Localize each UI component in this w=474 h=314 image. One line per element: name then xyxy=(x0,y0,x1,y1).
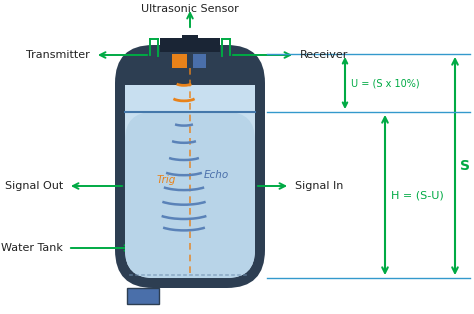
Text: Signal In: Signal In xyxy=(295,181,343,191)
Text: S: S xyxy=(460,159,470,173)
Text: Transmitter: Transmitter xyxy=(26,50,90,60)
Text: U = (S x 10%): U = (S x 10%) xyxy=(351,78,419,88)
Text: Echo: Echo xyxy=(204,170,229,180)
Bar xyxy=(125,85,255,112)
Bar xyxy=(182,35,198,41)
Bar xyxy=(166,45,214,72)
Text: Water Tank: Water Tank xyxy=(1,243,63,253)
Bar xyxy=(193,54,206,68)
Text: Receiver: Receiver xyxy=(300,50,348,60)
Text: H = (S-U): H = (S-U) xyxy=(391,190,444,200)
Text: Trig: Trig xyxy=(156,175,176,185)
FancyBboxPatch shape xyxy=(115,45,265,288)
Bar xyxy=(160,38,220,52)
Bar xyxy=(172,54,187,68)
Text: Ultrasonic Sensor: Ultrasonic Sensor xyxy=(141,4,239,14)
Bar xyxy=(127,288,159,304)
FancyBboxPatch shape xyxy=(125,112,255,278)
Text: Signal Out: Signal Out xyxy=(5,181,63,191)
FancyBboxPatch shape xyxy=(125,85,255,278)
